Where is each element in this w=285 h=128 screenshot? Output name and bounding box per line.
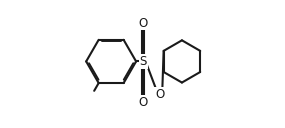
Text: O: O <box>155 88 164 101</box>
Text: O: O <box>139 96 148 109</box>
Text: O: O <box>139 17 148 30</box>
Text: S: S <box>139 55 147 68</box>
